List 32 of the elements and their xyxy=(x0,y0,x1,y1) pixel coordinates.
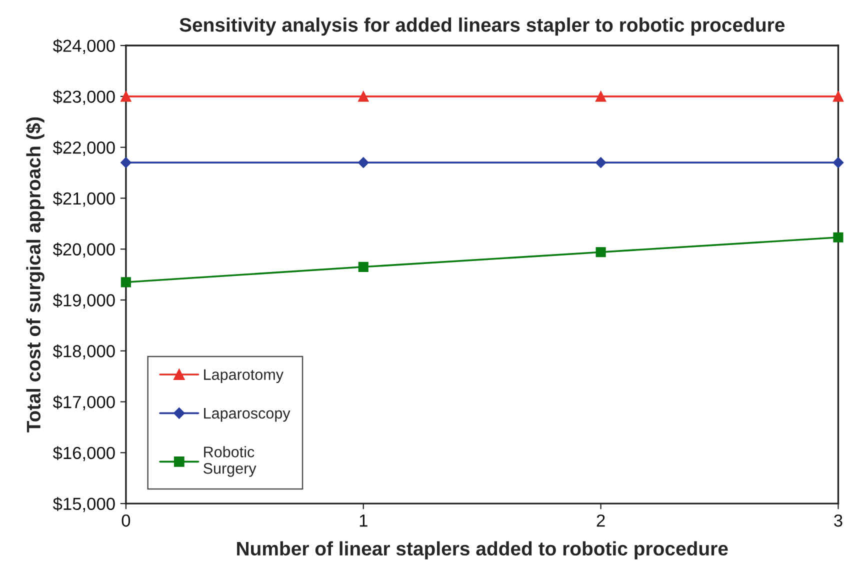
point xyxy=(358,262,368,272)
point xyxy=(833,232,844,242)
legend-label: Laparotomy xyxy=(204,369,284,384)
x-axis-title: Number of linear staplers added to robotic procedure xyxy=(237,541,728,560)
point xyxy=(595,157,606,168)
point xyxy=(832,157,844,168)
y-tick-label: $22,000 xyxy=(52,140,115,156)
y-tick-label: $20,000 xyxy=(52,242,115,258)
point xyxy=(120,91,132,102)
point xyxy=(595,91,606,102)
point xyxy=(358,157,369,168)
point xyxy=(120,277,131,288)
x-tick-label: 2 xyxy=(596,514,605,527)
chart-title: Sensitivity analysis for added linears stapler to robotic procedure xyxy=(180,18,785,36)
y-tick-label: $18,000 xyxy=(52,344,115,360)
point xyxy=(596,247,606,258)
y-tick-label: $21,000 xyxy=(52,192,115,207)
y-axis-title: Total cost of surgical approach ($) xyxy=(26,117,44,432)
y-tick-label: $24,000 xyxy=(52,38,115,54)
y-tick-label: $17,000 xyxy=(52,395,115,410)
y-tick-label: $19,000 xyxy=(52,293,115,308)
x-tick-label: 1 xyxy=(360,514,368,527)
point xyxy=(832,91,844,102)
y-tick-label: $16,000 xyxy=(52,446,115,462)
y-tick-label: $23,000 xyxy=(52,90,115,105)
x-tick-label: 0 xyxy=(122,514,130,527)
point xyxy=(120,157,132,168)
legend-label: Laparoscopy xyxy=(204,408,290,422)
legend-label: Robotic Surgery xyxy=(204,446,256,477)
x-tick-label: 3 xyxy=(834,514,842,527)
point xyxy=(358,91,369,102)
y-tick-label: $15,000 xyxy=(52,497,115,512)
